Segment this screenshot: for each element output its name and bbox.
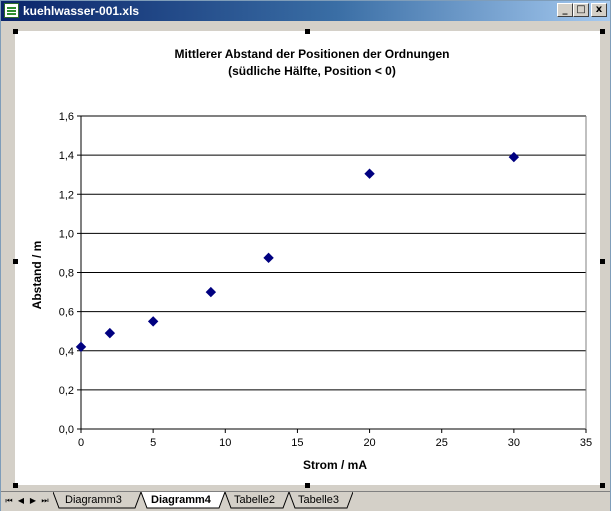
selection-handle-top-right[interactable] (600, 29, 605, 34)
y-tick-label: 1,4 (59, 150, 74, 162)
window-title: kuehlwasser-001.xls (23, 4, 140, 18)
chart-subtitle[interactable]: (südliche Hälfte, Position < 0) (228, 64, 396, 78)
y-tick-labels: 0,0 0,2 0,4 0,6 0,8 1,0 1,2 1,4 1,6 (59, 111, 74, 436)
x-tick-label: 10 (219, 437, 231, 449)
gridlines (81, 115, 586, 430)
y-tick-label: 0,6 (59, 307, 74, 319)
y-tick-label: 0,8 (59, 268, 74, 280)
x-tick-labels: 0 5 10 15 20 25 30 35 (78, 437, 592, 449)
x-tick-label: 25 (436, 437, 448, 449)
first-sheet-button[interactable]: ⏮ (5, 496, 13, 505)
excel-document-icon[interactable] (4, 3, 19, 18)
selection-handle-top-center[interactable] (305, 29, 310, 34)
y-tick-label: 1,2 (59, 189, 74, 201)
previous-sheet-button[interactable]: ◀ (17, 496, 25, 505)
data-point[interactable] (147, 316, 159, 327)
y-tick-label: 0,0 (59, 424, 74, 436)
y-tick-label: 0,2 (59, 385, 74, 397)
tab-tabelle2[interactable]: Tabelle2 (234, 494, 275, 506)
axes[interactable] (77, 115, 587, 433)
selection-handle-bottom-right[interactable] (600, 483, 605, 488)
tab-diagramm4[interactable]: Diagramm4 (151, 494, 211, 506)
data-point[interactable] (104, 327, 116, 339)
x-tick-label: 5 (150, 437, 156, 449)
y-tick-label: 0,4 (59, 346, 74, 358)
data-series[interactable] (75, 151, 520, 353)
close-button[interactable]: x (591, 3, 607, 17)
chart-area[interactable]: Mittlerer Abstand der Positionen der Ord… (15, 31, 600, 485)
next-sheet-button[interactable]: ▶ (29, 496, 37, 505)
tab-outlines (53, 492, 353, 509)
restore-button[interactable]: □ (573, 3, 589, 17)
selection-handle-middle-right[interactable] (600, 259, 605, 264)
chart-title[interactable]: Mittlerer Abstand der Positionen der Ord… (175, 47, 450, 61)
minimize-button[interactable]: _ (557, 3, 573, 17)
selection-handle-middle-left[interactable] (13, 259, 18, 264)
last-sheet-button[interactable]: ⏭ (41, 496, 49, 505)
x-axis-label[interactable]: Strom / mA (303, 458, 367, 472)
selection-handle-top-left[interactable] (13, 29, 18, 34)
tab-diagramm3[interactable]: Diagramm3 (65, 494, 122, 506)
data-point[interactable] (508, 151, 520, 163)
y-tick-label: 1,0 (59, 228, 74, 240)
selection-handle-bottom-center[interactable] (305, 483, 310, 488)
data-point[interactable] (205, 286, 217, 298)
data-point[interactable] (364, 168, 375, 179)
tab-tabelle3[interactable]: Tabelle3 (298, 494, 339, 506)
y-axis-label[interactable]: Abstand / m (30, 241, 44, 310)
x-tick-label: 15 (291, 437, 303, 449)
window-controls: _ □ x (557, 3, 607, 17)
x-tick-label: 20 (363, 437, 375, 449)
sheet-tab-bar: ⏮ ◀ ▶ ⏭ Diagramm3 Diagramm4 Tabelle2 Tab… (1, 491, 610, 511)
x-tick-label: 0 (78, 437, 84, 449)
data-point[interactable] (263, 252, 274, 264)
y-tick-label: 1,6 (59, 111, 74, 123)
x-tick-label: 30 (508, 437, 520, 449)
data-point[interactable] (75, 341, 87, 353)
selection-handle-bottom-left[interactable] (13, 483, 18, 488)
title-bar[interactable]: kuehlwasser-001.xls _ □ x (1, 1, 610, 21)
x-tick-label: 35 (580, 437, 592, 449)
scatter-chart[interactable]: Mittlerer Abstand der Positionen der Ord… (15, 31, 600, 485)
